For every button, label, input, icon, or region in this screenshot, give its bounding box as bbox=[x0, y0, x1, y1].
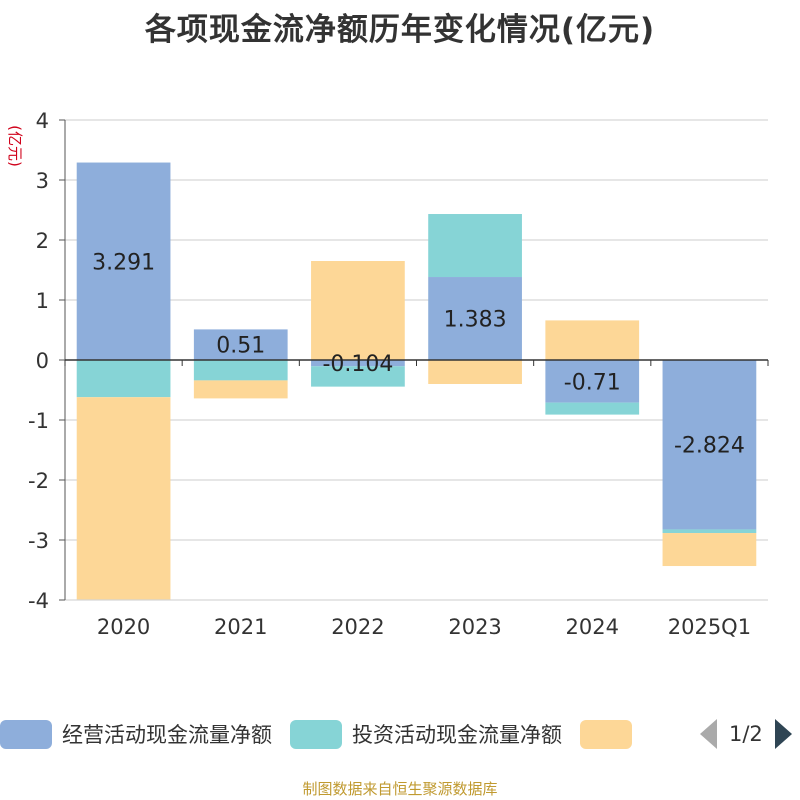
data-label: 0.51 bbox=[216, 334, 265, 359]
source-note: 制图数据来自恒生聚源数据库 bbox=[302, 780, 498, 798]
legend-item-third[interactable] bbox=[580, 719, 642, 749]
legend-swatch-operating bbox=[0, 719, 52, 749]
data-label: -0.71 bbox=[564, 370, 621, 395]
bar-investing-2021 bbox=[193, 360, 288, 381]
bar-investing-2020 bbox=[76, 360, 171, 398]
data-label: 1.383 bbox=[444, 308, 507, 333]
bar-operating-2024 bbox=[545, 360, 640, 403]
legend-pager: 1/2 bbox=[700, 716, 792, 752]
legend: 经营活动现金流量净额 投资活动现金流量净额 bbox=[0, 716, 660, 752]
y-axis-label: (亿元) bbox=[6, 125, 24, 167]
y-tick-label: -2 bbox=[28, 469, 49, 493]
y-tick-label: 4 bbox=[36, 109, 49, 133]
x-tick-label: 2025Q1 bbox=[668, 615, 751, 639]
bar-operating-2021 bbox=[193, 329, 288, 360]
y-tick-label: -4 bbox=[28, 589, 49, 613]
bar-operating-2023 bbox=[428, 277, 522, 360]
data-label: 3.291 bbox=[92, 250, 155, 275]
x-tick-label: 2021 bbox=[214, 615, 267, 639]
data-label: -0.104 bbox=[322, 352, 393, 377]
data-label: -2.824 bbox=[674, 434, 745, 459]
x-tick-label: 2024 bbox=[566, 615, 619, 639]
bar-third-2020 bbox=[76, 397, 171, 600]
y-tick-label: -1 bbox=[28, 409, 49, 433]
bar-operating-2022 bbox=[311, 360, 405, 367]
bar-investing-2022 bbox=[311, 366, 405, 387]
chart-title: 各项现金流净额历年变化情况(亿元) bbox=[144, 12, 656, 48]
legend-label-investing: 投资活动现金流量净额 bbox=[352, 723, 562, 747]
bar-investing-2023 bbox=[428, 214, 522, 278]
bar-operating-2020 bbox=[76, 162, 171, 360]
bar-investing-2025Q1 bbox=[662, 529, 757, 534]
legend-item-investing[interactable]: 投资活动现金流量净额 bbox=[290, 719, 562, 749]
bar-operating-2025Q1 bbox=[662, 360, 757, 530]
bar-investing-2024 bbox=[545, 402, 640, 415]
x-tick-label: 2022 bbox=[331, 615, 384, 639]
next-page-icon[interactable] bbox=[774, 719, 792, 749]
bar-third-2024 bbox=[545, 320, 640, 360]
x-tick-label: 2020 bbox=[97, 615, 150, 639]
bar-third-2023 bbox=[428, 360, 522, 384]
legend-swatch-third bbox=[580, 719, 632, 749]
pager-label: 1/2 bbox=[729, 722, 763, 746]
legend-item-operating[interactable]: 经营活动现金流量净额 bbox=[0, 719, 272, 749]
bar-third-2022 bbox=[311, 261, 405, 360]
y-tick-label: 2 bbox=[36, 229, 49, 253]
y-tick-label: 1 bbox=[36, 289, 49, 313]
bar-third-2021 bbox=[193, 380, 288, 399]
legend-label-operating: 经营活动现金流量净额 bbox=[62, 723, 272, 747]
y-tick-label: 3 bbox=[36, 169, 49, 193]
legend-swatch-investing bbox=[290, 719, 342, 749]
prev-page-icon[interactable] bbox=[700, 719, 717, 749]
x-tick-label: 2023 bbox=[448, 615, 501, 639]
y-tick-label: 0 bbox=[36, 349, 49, 373]
bar-third-2025Q1 bbox=[662, 533, 757, 567]
y-tick-label: -3 bbox=[28, 529, 49, 553]
